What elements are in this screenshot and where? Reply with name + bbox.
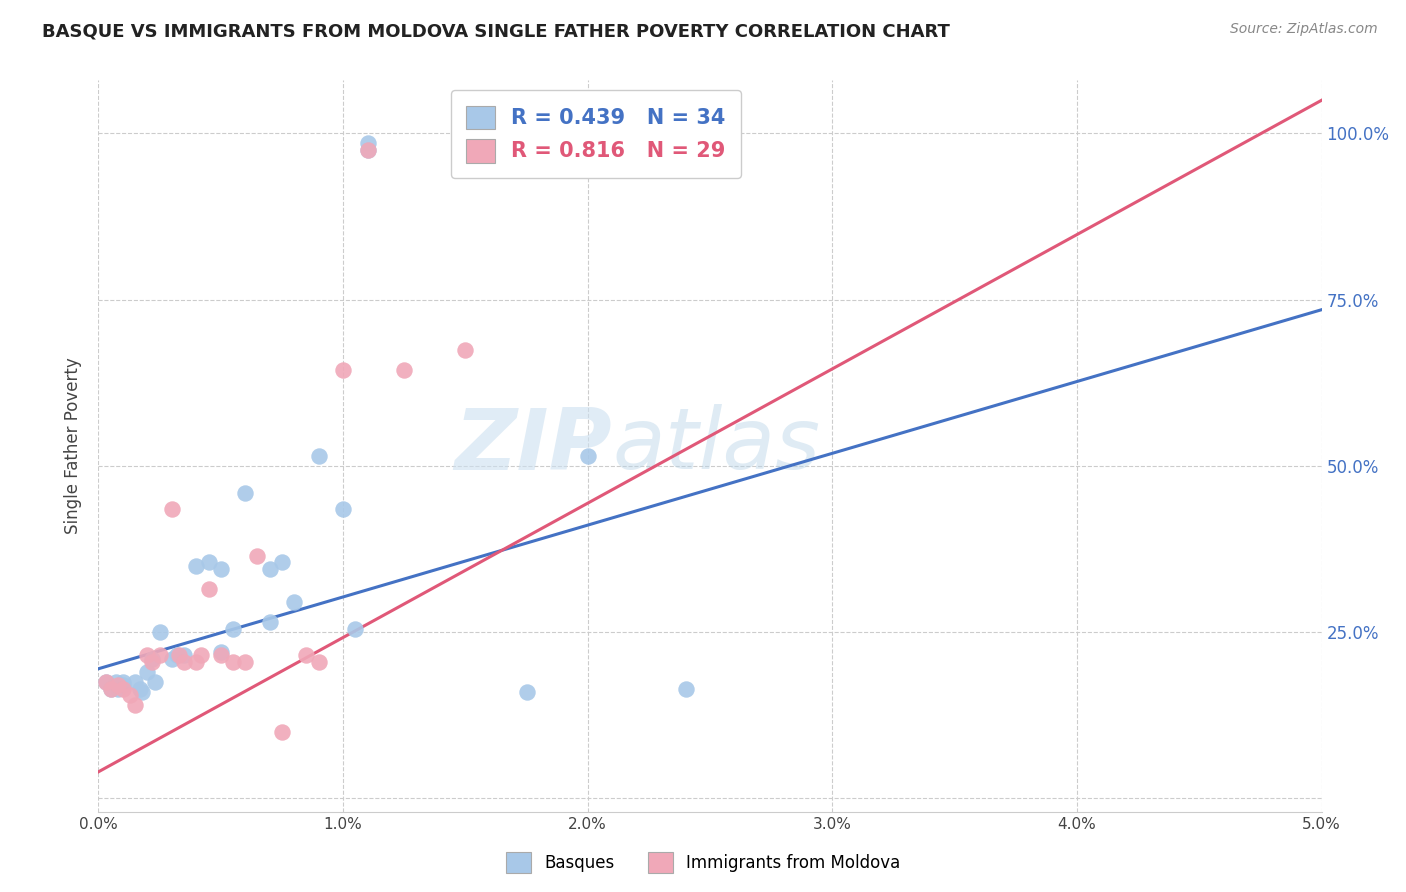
Point <box>209 562 232 576</box>
Point <box>356 136 378 151</box>
Point <box>111 675 134 690</box>
Point <box>111 678 134 692</box>
Point <box>675 681 697 696</box>
Point <box>576 449 599 463</box>
Point <box>167 648 190 663</box>
Point <box>173 648 195 663</box>
Point <box>173 655 195 669</box>
Point <box>129 681 152 696</box>
Point <box>356 143 378 157</box>
Point <box>136 648 159 663</box>
Point <box>100 681 122 696</box>
Text: BASQUE VS IMMIGRANTS FROM MOLDOVA SINGLE FATHER POVERTY CORRELATION CHART: BASQUE VS IMMIGRANTS FROM MOLDOVA SINGLE… <box>42 22 950 40</box>
Point <box>160 652 183 666</box>
Point <box>186 558 208 573</box>
Point <box>259 562 281 576</box>
Point <box>94 675 117 690</box>
Point <box>259 615 281 630</box>
Point <box>209 648 232 663</box>
Point <box>166 648 188 663</box>
Point <box>222 622 245 636</box>
Point <box>124 675 146 690</box>
Point <box>107 681 129 696</box>
Point <box>104 675 127 690</box>
Point <box>246 549 269 563</box>
Point <box>186 655 208 669</box>
Point <box>94 675 117 690</box>
Point <box>107 678 129 692</box>
Point <box>356 143 378 157</box>
Point <box>136 665 159 679</box>
Point <box>295 648 318 663</box>
Text: ZIP: ZIP <box>454 404 612 488</box>
Point <box>270 555 292 569</box>
Point <box>233 655 256 669</box>
Point <box>141 652 163 666</box>
Point <box>131 685 153 699</box>
Point <box>478 156 501 170</box>
Point <box>344 622 367 636</box>
Point <box>332 362 354 376</box>
Point <box>553 156 575 170</box>
Point <box>626 143 648 157</box>
Point <box>209 645 232 659</box>
Point <box>124 698 146 713</box>
Point <box>454 343 477 357</box>
Point <box>308 655 330 669</box>
Point <box>143 675 166 690</box>
Point <box>197 555 219 569</box>
Legend: R = 0.439   N = 34, R = 0.816   N = 29: R = 0.439 N = 34, R = 0.816 N = 29 <box>451 90 741 178</box>
Point <box>197 582 219 596</box>
Text: atlas: atlas <box>612 404 820 488</box>
Legend: Basques, Immigrants from Moldova: Basques, Immigrants from Moldova <box>499 846 907 880</box>
Point <box>270 725 292 739</box>
Point <box>190 648 212 663</box>
Point <box>332 502 354 516</box>
Point <box>160 502 183 516</box>
Point <box>308 449 330 463</box>
Point <box>149 648 172 663</box>
Point <box>141 655 163 669</box>
Point <box>392 362 416 376</box>
Point <box>222 655 245 669</box>
Point <box>149 625 172 640</box>
Point <box>233 485 256 500</box>
Point <box>283 595 305 609</box>
Y-axis label: Single Father Poverty: Single Father Poverty <box>65 358 83 534</box>
Text: Source: ZipAtlas.com: Source: ZipAtlas.com <box>1230 22 1378 37</box>
Point <box>120 689 142 703</box>
Point <box>516 685 538 699</box>
Point <box>100 681 122 696</box>
Point <box>111 681 134 696</box>
